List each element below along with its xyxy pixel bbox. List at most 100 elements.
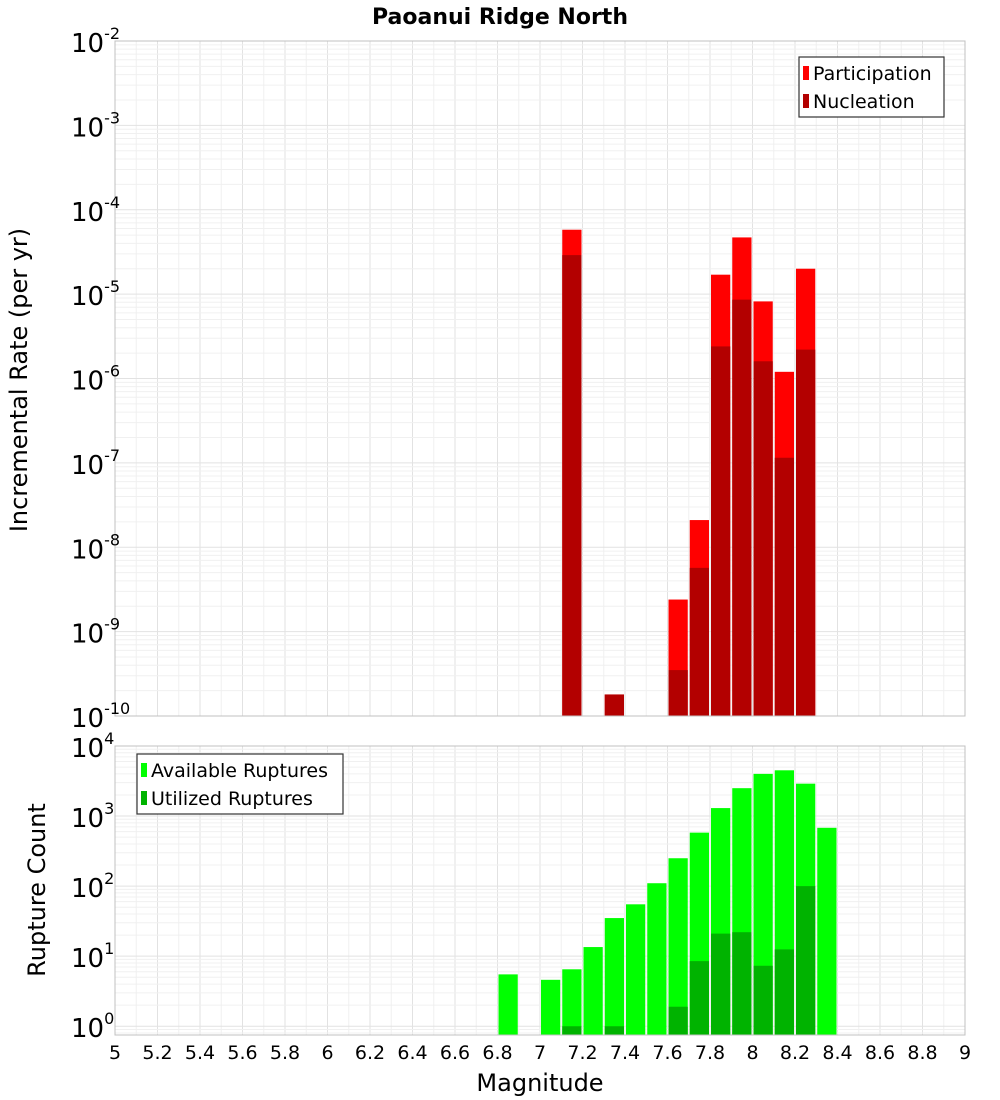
tick-exponent: 1 — [104, 939, 114, 958]
x-tick-label: 5.6 — [227, 1042, 257, 1064]
x-tick-label: 8 — [746, 1042, 758, 1064]
x-tick-label: 7.6 — [652, 1042, 682, 1064]
legend-label: Participation — [813, 63, 932, 85]
x-tick-label: 8.2 — [780, 1042, 810, 1064]
tick-exponent: -10 — [104, 699, 130, 718]
top-y-axis-label: Incremental Rate (per yr) — [5, 228, 33, 532]
bottom-bar-available-ruptures — [668, 858, 688, 1035]
top-grid — [115, 40, 965, 717]
top-bar-nucleation — [732, 299, 752, 716]
tick-exponent: -4 — [104, 193, 120, 212]
bottom-y-tick-label: 102 — [71, 869, 114, 904]
bottom-bar-available-ruptures — [817, 827, 837, 1035]
bottom-plot-frame — [114, 745, 966, 1036]
bottom-legend: Available Ruptures Utilized Ruptures — [136, 753, 344, 815]
tick-base: 10 — [71, 29, 104, 59]
top-y-tick-label: 10-6 — [71, 362, 120, 397]
x-tick-label: 5.4 — [185, 1042, 215, 1064]
bottom-legend-box — [136, 753, 344, 815]
top-bar-nucleation — [796, 349, 816, 716]
bottom-bar-utilized-ruptures — [774, 949, 794, 1035]
top-bar-nucleation — [604, 694, 624, 716]
bottom-bar-utilized-ruptures — [689, 961, 709, 1035]
bottom-bar-available-ruptures — [626, 904, 646, 1035]
bottom-series-1 — [562, 886, 816, 1035]
bottom-bar-utilized-ruptures — [796, 886, 816, 1035]
tick-base: 10 — [71, 113, 104, 143]
tick-exponent: -6 — [104, 362, 120, 381]
x-tick-label: 5.8 — [270, 1042, 300, 1064]
x-tick-label: 6.2 — [355, 1042, 385, 1064]
tick-exponent: 3 — [104, 799, 114, 818]
tick-base: 10 — [71, 535, 104, 565]
top-bar-nucleation — [711, 346, 731, 716]
x-tick-label: 7.2 — [567, 1042, 597, 1064]
x-tick-label: 7 — [534, 1042, 546, 1064]
bottom-y-tick-label: 100 — [71, 1009, 114, 1044]
bottom-y-tick-label: 103 — [71, 799, 114, 834]
bottom-bar-utilized-ruptures — [604, 1026, 624, 1035]
tick-base: 10 — [71, 620, 104, 650]
bottom-x-ticks: 5 5.2 5.4 5.6 5.8 6 6.2 6.4 6.6 6.8 7 7.2 7.4 7.6 7.8 8… — [109, 1042, 971, 1064]
x-tick-label: 6.4 — [397, 1042, 427, 1064]
tick-exponent: -2 — [104, 24, 120, 43]
tick-base: 10 — [71, 451, 104, 481]
chart-title: Paoanui Ridge North — [372, 5, 628, 30]
legend-swatch — [141, 791, 147, 805]
top-y-tick-label: 10-8 — [71, 530, 120, 565]
tick-base: 10 — [71, 367, 104, 397]
bottom-bar-available-ruptures — [647, 883, 667, 1035]
bottom-y-axis-label: Rupture Count — [23, 803, 51, 977]
x-tick-label: 5 — [109, 1042, 121, 1064]
top-y-tick-label: 10-3 — [71, 108, 120, 143]
bottom-bar-utilized-ruptures — [753, 965, 773, 1035]
tick-base: 10 — [71, 1014, 104, 1044]
tick-exponent: -7 — [104, 446, 120, 465]
tick-exponent: -9 — [104, 615, 120, 634]
bottom-bar-available-ruptures — [498, 974, 518, 1035]
top-plot-frame — [114, 40, 966, 717]
bottom-bar-utilized-ruptures — [562, 1026, 582, 1035]
x-tick-label: 6.6 — [440, 1042, 470, 1064]
top-bar-nucleation — [668, 670, 688, 716]
top-bar-nucleation — [689, 567, 709, 716]
tick-exponent: 0 — [104, 1009, 114, 1028]
x-tick-label: 7.8 — [695, 1042, 725, 1064]
bottom-bar-utilized-ruptures — [668, 1006, 688, 1035]
x-tick-label: 9 — [959, 1042, 971, 1064]
tick-exponent: -8 — [104, 530, 120, 549]
tick-base: 10 — [71, 704, 104, 734]
top-plot-area: 10-1010-910-810-710-610-510-410-310-2Par… — [71, 24, 966, 734]
tick-exponent: -3 — [104, 108, 120, 127]
legend-label: Available Ruptures — [151, 760, 328, 782]
top-legend: Participation Nucleation — [798, 56, 945, 118]
bottom-bar-available-ruptures — [604, 918, 624, 1035]
tick-exponent: -5 — [104, 277, 120, 296]
tick-exponent: 4 — [104, 729, 114, 748]
bottom-bar-utilized-ruptures — [711, 933, 731, 1035]
x-tick-label: 8.4 — [822, 1042, 852, 1064]
top-bar-nucleation — [562, 255, 582, 716]
top-y-tick-label: 10-9 — [71, 615, 120, 650]
bottom-bar-available-ruptures — [541, 979, 561, 1035]
bottom-bar-utilized-ruptures — [732, 932, 752, 1035]
x-tick-label: 8.8 — [907, 1042, 937, 1064]
legend-swatch — [803, 94, 809, 108]
top-series-1 — [562, 255, 816, 716]
bottom-bar-available-ruptures — [562, 969, 582, 1035]
top-bar-nucleation — [774, 457, 794, 716]
legend-label: Nucleation — [813, 91, 915, 113]
bottom-bar-available-ruptures — [583, 947, 603, 1035]
top-bar-nucleation — [753, 361, 773, 716]
top-y-tick-label: 10-5 — [71, 277, 120, 312]
bottom-y-tick-label: 104 — [71, 729, 114, 764]
legend-label: Utilized Ruptures — [151, 788, 313, 810]
top-y-tick-label: 10-10 — [71, 699, 130, 734]
tick-base: 10 — [71, 944, 104, 974]
tick-base: 10 — [71, 804, 104, 834]
